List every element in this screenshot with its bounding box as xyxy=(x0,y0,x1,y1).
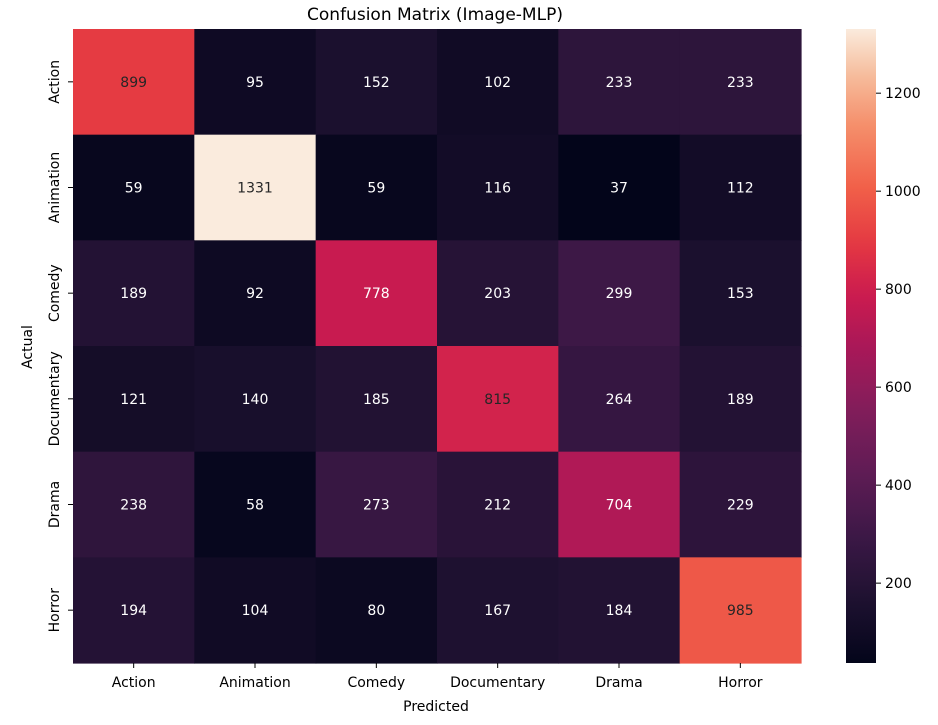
heatmap-cell xyxy=(558,240,681,347)
colorbar-tick-label: 1000 xyxy=(885,184,921,200)
cell-value-label: 95 xyxy=(246,75,264,91)
y-tick-label: Comedy xyxy=(47,264,63,322)
colorbar-tick-label: 1200 xyxy=(885,86,921,102)
heatmap-cell xyxy=(558,29,681,136)
x-axis: Action Animation Comedy Documentary Drama Hor… xyxy=(112,663,763,691)
cell-value-label: 299 xyxy=(606,286,633,302)
cell-value-label: 152 xyxy=(363,75,390,91)
cell-value-label: 184 xyxy=(606,603,633,619)
heatmap-cell xyxy=(437,134,559,241)
cell-value-label: 229 xyxy=(727,498,754,514)
heatmap-cell xyxy=(679,346,802,453)
heatmap-cell xyxy=(315,451,438,558)
cell-value-label: 233 xyxy=(727,75,754,91)
cell-value-label: 185 xyxy=(363,392,390,408)
x-tick-label: Comedy xyxy=(347,675,405,691)
y-axis-label: Actual xyxy=(20,325,36,369)
heatmap-cell xyxy=(558,451,681,558)
colorbar-tick-label: 800 xyxy=(885,282,912,298)
cell-value-label: 116 xyxy=(484,181,511,197)
cell-value-label: 233 xyxy=(606,75,633,91)
cell-value-label: 92 xyxy=(246,286,264,302)
heatmap-cell xyxy=(315,240,438,347)
cell-value-label: 189 xyxy=(727,392,754,408)
heatmap-cell xyxy=(315,29,438,136)
heatmap-cell xyxy=(315,557,438,664)
cell-value-label: 1331 xyxy=(237,181,273,197)
cell-value-label: 704 xyxy=(606,498,633,514)
cell-value-label: 273 xyxy=(363,498,390,514)
heatmap-cell xyxy=(558,134,681,241)
heatmap-cell xyxy=(679,240,802,347)
cell-value-label: 112 xyxy=(727,181,754,197)
heatmap-cell xyxy=(315,134,438,241)
heatmap-cell xyxy=(73,451,195,558)
cell-value-label: 194 xyxy=(120,603,147,619)
heatmap-cell xyxy=(194,240,317,347)
cell-value-label: 238 xyxy=(120,498,147,514)
colorbar-tick-label: 200 xyxy=(885,576,912,592)
heatmap-cell xyxy=(73,240,195,347)
heatmap-cell xyxy=(437,451,559,558)
heatmap-cell xyxy=(679,451,802,558)
cell-value-label: 59 xyxy=(125,181,143,197)
heatmap-cell xyxy=(437,346,559,453)
y-tick-label: Animation xyxy=(47,152,63,223)
cell-value-label: 80 xyxy=(367,603,385,619)
x-tick-label: Horror xyxy=(718,675,763,691)
heatmap-cell xyxy=(73,29,195,136)
heatmap-cell xyxy=(437,557,559,664)
cell-value-label: 264 xyxy=(606,392,633,408)
cell-value-label: 37 xyxy=(610,181,628,197)
y-tick-label: Drama xyxy=(47,481,63,528)
heatmap-cell xyxy=(558,557,681,664)
x-tick-label: Drama xyxy=(595,675,642,691)
heatmap-cell xyxy=(679,557,802,664)
cell-value-label: 167 xyxy=(484,603,511,619)
x-tick-label: Documentary xyxy=(450,675,545,691)
colorbar-tick-label: 600 xyxy=(885,380,912,396)
cell-value-label: 985 xyxy=(727,603,754,619)
chart-title: Confusion Matrix (Image-MLP) xyxy=(307,5,563,25)
cell-value-label: 815 xyxy=(484,392,511,408)
heatmap-cell xyxy=(73,557,195,664)
heatmap-cell xyxy=(437,29,559,136)
y-tick-label: Documentary xyxy=(47,351,63,446)
x-tick-label: Action xyxy=(112,675,156,691)
cell-value-label: 140 xyxy=(242,392,269,408)
y-tick-label: Horror xyxy=(47,588,63,633)
heatmap-cells: 899 95 152 102 233 233 59 1331 59 116 37 112 189 92 77… xyxy=(73,29,802,664)
heatmap-cell xyxy=(73,134,195,241)
heatmap-cell xyxy=(194,29,317,136)
cell-value-label: 59 xyxy=(367,181,385,197)
x-tick-label: Animation xyxy=(219,675,290,691)
colorbar-tick-label: 400 xyxy=(885,478,912,494)
cell-value-label: 189 xyxy=(120,286,147,302)
colorbar: 200 400 600 800 1000 1200 xyxy=(846,29,921,663)
y-axis: Action Animation Comedy Documentary Drama Hor… xyxy=(47,60,73,632)
cell-value-label: 778 xyxy=(363,286,390,302)
heatmap-cell xyxy=(679,134,802,241)
heatmap-cell xyxy=(194,451,317,558)
heatmap-cell xyxy=(194,557,317,664)
cell-value-label: 212 xyxy=(484,498,511,514)
cell-value-label: 899 xyxy=(120,75,147,91)
heatmap-cell xyxy=(437,240,559,347)
heatmap-cell xyxy=(194,346,317,453)
cell-value-label: 153 xyxy=(727,286,754,302)
heatmap-cell xyxy=(73,346,195,453)
heatmap-cell xyxy=(679,29,802,136)
colorbar-gradient xyxy=(846,29,876,663)
heatmap-cell xyxy=(194,134,317,241)
heatmap-cell xyxy=(558,346,681,453)
heatmap-cell xyxy=(315,346,438,453)
cell-value-label: 102 xyxy=(484,75,511,91)
y-tick-label: Action xyxy=(47,60,63,104)
cell-value-label: 121 xyxy=(120,392,147,408)
cell-value-label: 58 xyxy=(246,498,264,514)
cell-value-label: 203 xyxy=(484,286,511,302)
x-axis-label: Predicted xyxy=(403,699,469,715)
cell-value-label: 104 xyxy=(242,603,269,619)
